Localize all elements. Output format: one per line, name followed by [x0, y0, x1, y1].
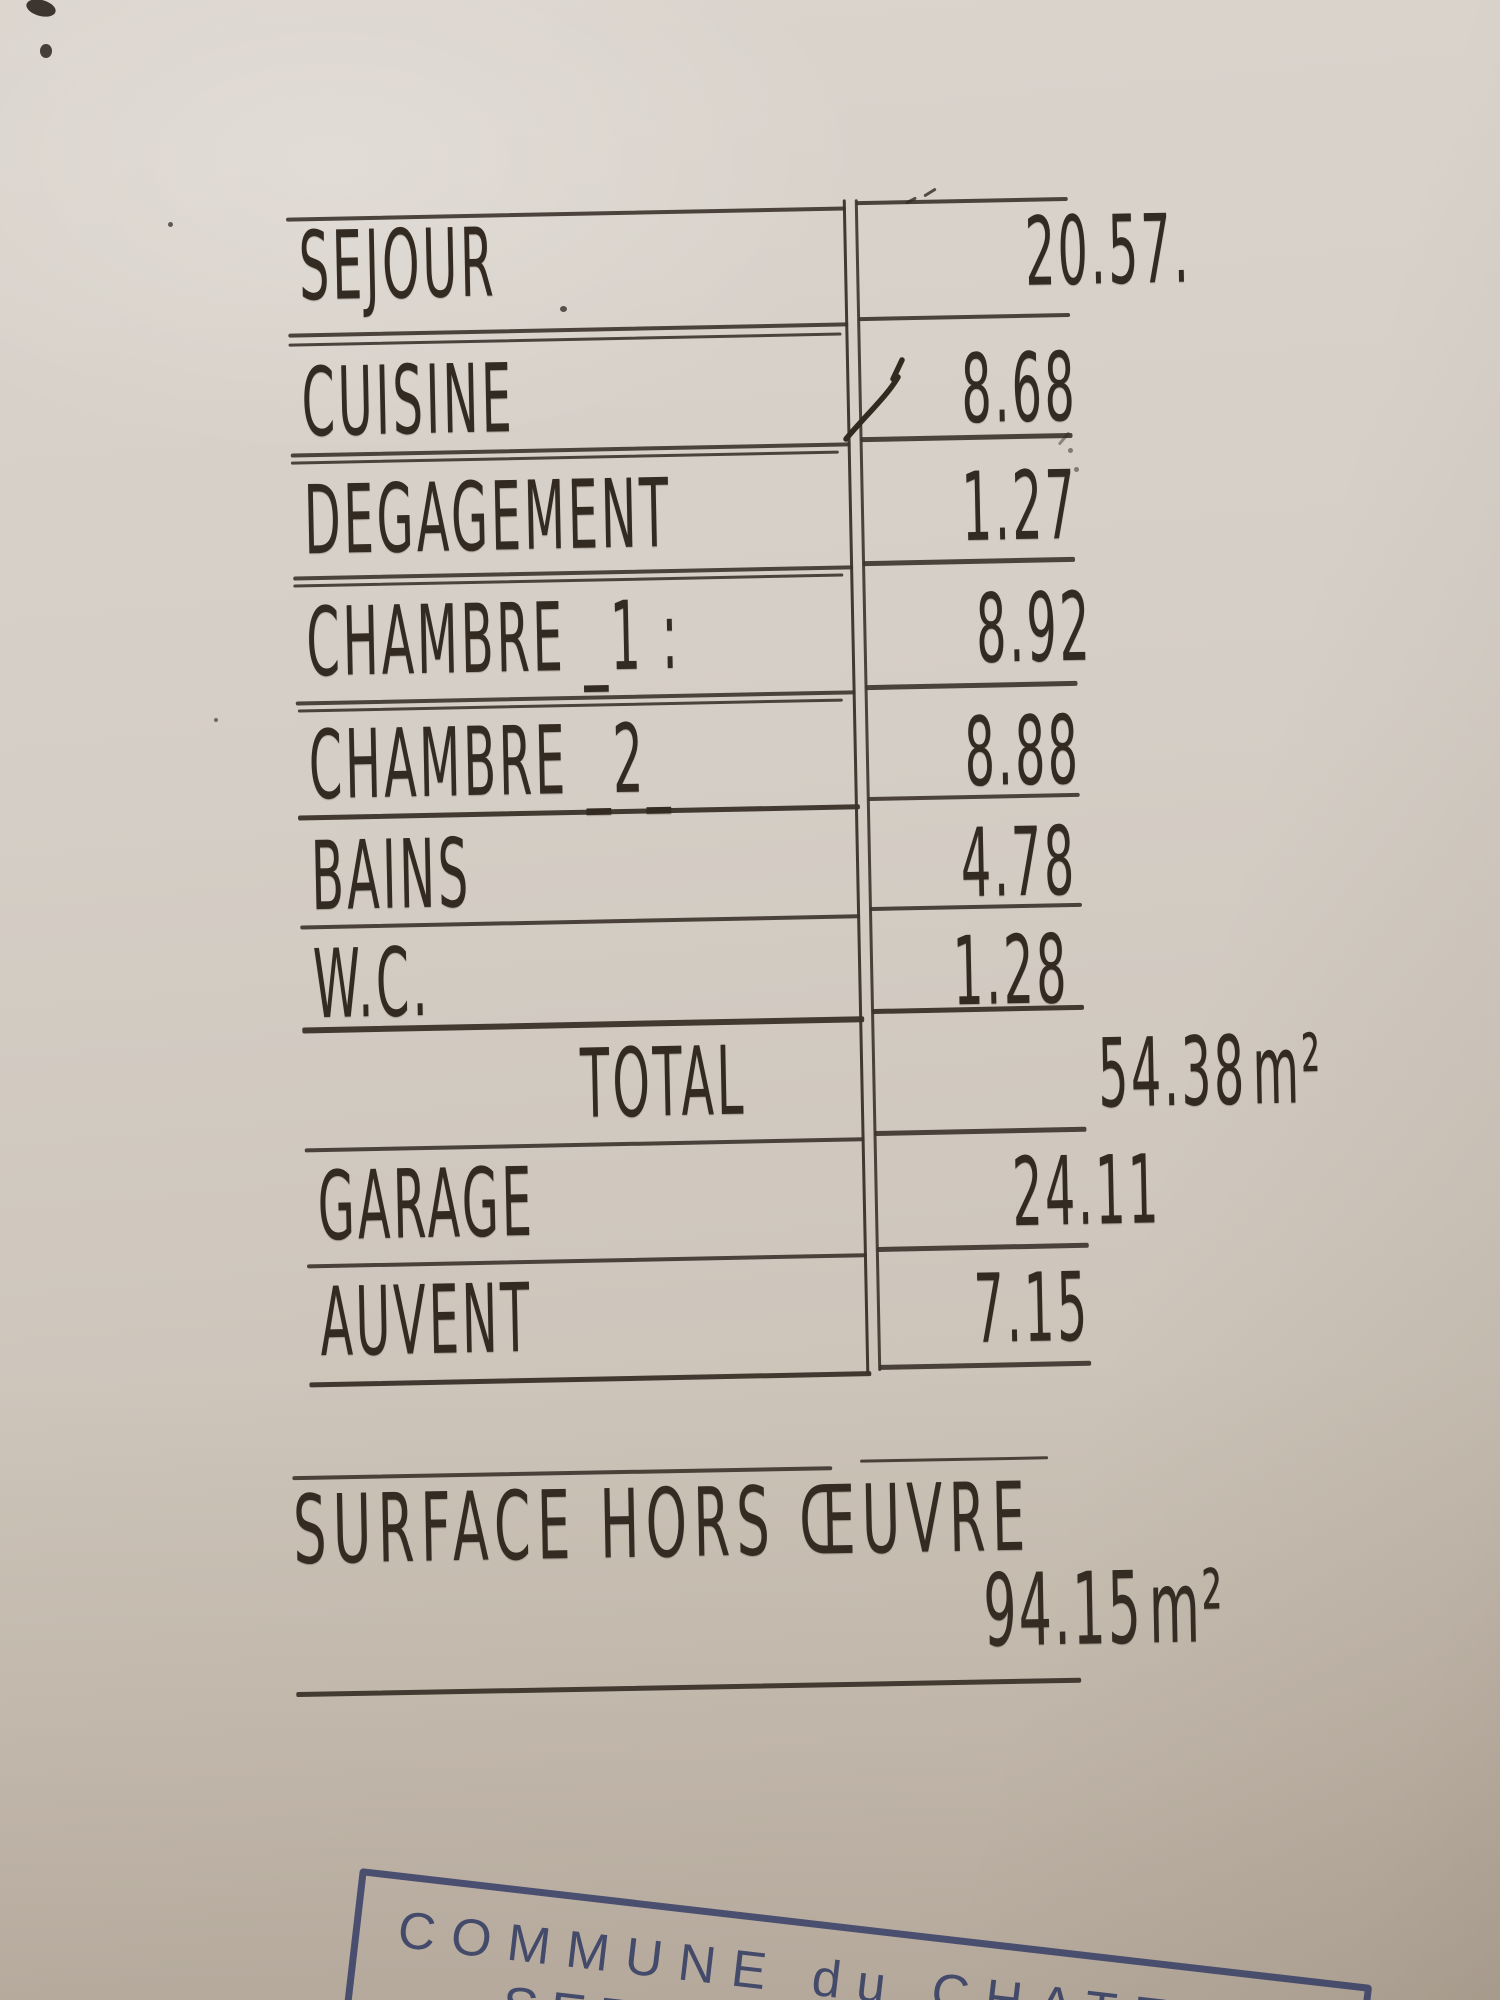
surface-hors-oeuvre-section: SURFACE HORS ŒUVRE 94.15m² — [278, 1424, 1226, 1740]
overline — [860, 1456, 1049, 1463]
room-label: CHAMBRE _2_ — [307, 704, 674, 822]
table-line — [858, 312, 1071, 322]
table-row: W.C. 1.28 — [312, 915, 1154, 1042]
room-area-value: 8.92 — [975, 572, 1094, 685]
table-row: AUVENT 7.15 — [319, 1252, 1161, 1380]
room-label: SEJOUR — [297, 208, 498, 323]
surface-area-table: SEJOUR 20.57. CUISINE 8.68 DEGAGEMENT 1.… — [278, 182, 1324, 1399]
underline — [296, 1677, 1082, 1698]
total-area-value: 54.38m² — [1097, 1015, 1324, 1130]
room-label: GARAGE — [316, 1147, 536, 1263]
room-area-value: 4.78 — [959, 806, 1078, 920]
room-label: W.C. — [312, 927, 432, 1041]
room-area-value: 8.88 — [963, 695, 1082, 809]
unit-m2: m² — [1251, 1015, 1324, 1127]
table-row-total: TOTAL 54.38m² — [315, 1015, 1324, 1147]
smudge-dot — [1068, 448, 1073, 453]
smudge-dot — [1074, 467, 1079, 472]
table-row: DEGAGEMENT 1.27 — [302, 450, 1145, 578]
ink-speck — [40, 44, 52, 58]
municipal-stamp: COMMUNE du CHATE SER — [321, 1868, 1373, 2000]
table-row: CUISINE 8.68 — [300, 332, 1143, 461]
room-label: BAINS — [310, 819, 473, 933]
room-label: DEGAGEMENT — [302, 458, 673, 577]
ink-speck — [24, 0, 58, 20]
total-label: TOTAL — [579, 1026, 748, 1140]
room-area-value: 1.28 — [951, 915, 1070, 1028]
ink-speck — [168, 222, 173, 227]
room-area-value: 7.15 — [972, 1252, 1091, 1366]
room-label: CHAMBRE _1 : — [305, 580, 682, 699]
table-row: SEJOUR 20.57. — [297, 194, 1192, 325]
room-label: AUVENT — [319, 1263, 534, 1379]
surface-hors-oeuvre-value: 94.15m² — [982, 1548, 1226, 1670]
room-area-value: 8.68 — [960, 332, 1079, 446]
table-row: CHAMBRE _1 : 8.92 — [305, 572, 1148, 700]
unit-m2: m² — [1147, 1548, 1226, 1667]
room-area-value: 20.57. — [1023, 194, 1193, 308]
table-row: CHAMBRE _2_ 8.88 — [307, 695, 1150, 823]
ink-speck — [214, 718, 218, 722]
ink-speck — [560, 306, 567, 312]
room-label: CUISINE — [300, 344, 516, 459]
room-area-value: 1.27 — [960, 450, 1079, 564]
room-area-value: 24.11 — [1011, 1135, 1162, 1249]
table-row: GARAGE 24.11 — [316, 1135, 1162, 1264]
handwritten-check-mark — [843, 357, 905, 442]
